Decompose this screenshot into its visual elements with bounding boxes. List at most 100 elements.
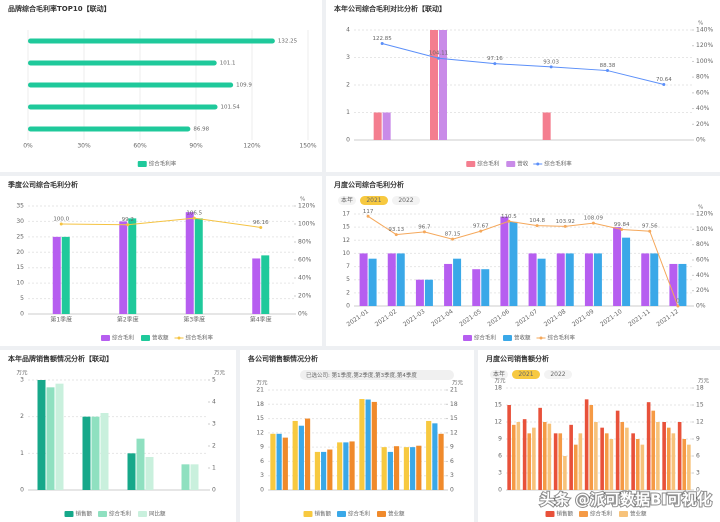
tab-label[interactable]: 2021	[518, 371, 533, 378]
x-tick-label: 0%	[23, 143, 33, 150]
legend-swatch	[98, 511, 107, 517]
bar	[635, 439, 640, 490]
y-tick-label: 1	[20, 450, 24, 457]
y2-tick-label: 9	[450, 444, 454, 451]
legend-label[interactable]: 综合毛利	[477, 160, 499, 168]
y-tick-label: 0	[260, 487, 264, 494]
bar	[37, 380, 46, 490]
value-label: 100.0	[53, 217, 69, 223]
legend-label[interactable]: 综合毛利率	[186, 334, 214, 342]
y2-tick-label: 120%	[696, 42, 713, 49]
bar	[558, 433, 563, 490]
bar	[28, 126, 191, 132]
legend-swatch	[137, 161, 147, 167]
bar	[28, 82, 234, 88]
bar	[669, 263, 678, 306]
y-tick-label: 2	[346, 289, 350, 296]
legend-label[interactable]: 综合毛利	[109, 510, 131, 518]
y2-tick-label: 100%	[696, 58, 713, 65]
bar	[593, 253, 602, 306]
y-tick-label: 5	[346, 276, 350, 283]
y-tick-label: 15	[494, 402, 502, 409]
y2-tick-label: 18	[450, 401, 458, 408]
bar	[682, 439, 687, 490]
y2-tick-label: 0%	[696, 137, 706, 144]
y2-axis-label: 万元	[698, 378, 710, 385]
bar	[677, 422, 682, 490]
tab[interactable]	[544, 370, 572, 379]
legend-label[interactable]: 销售额	[557, 510, 574, 518]
y2-axis-label: %	[698, 205, 703, 211]
tab[interactable]	[360, 196, 388, 205]
tab-label[interactable]: 2022	[550, 371, 565, 378]
value-label: 99.2	[122, 217, 134, 223]
bar	[381, 447, 387, 490]
bar	[337, 442, 343, 490]
tab-label[interactable]: 2021	[366, 197, 381, 204]
legend-swatch	[303, 511, 313, 517]
line-point	[479, 229, 483, 233]
bar	[91, 416, 100, 490]
panel-title: 本年品牌销售额情况分析【联动】	[7, 354, 113, 363]
bar	[28, 38, 275, 44]
line-point	[620, 227, 624, 231]
line-point	[192, 216, 196, 220]
tab[interactable]	[512, 370, 540, 379]
legend-label[interactable]: 销售额	[315, 510, 332, 518]
legend-label[interactable]: 综合毛利率	[544, 160, 572, 168]
legend-label[interactable]: 营业额	[630, 510, 647, 518]
bar	[261, 255, 270, 314]
legend-label[interactable]: 综合毛利率	[149, 160, 177, 168]
legend-label[interactable]: 综合毛利	[474, 334, 496, 342]
tab[interactable]	[490, 370, 508, 379]
y-tick-label: 0	[20, 487, 24, 494]
bar	[565, 253, 574, 306]
y-tick-label: 2	[346, 82, 350, 89]
bar	[382, 112, 391, 140]
y2-tick-label: 3	[450, 472, 454, 479]
legend-label[interactable]: 综合毛利	[348, 510, 370, 518]
legend-swatch	[545, 511, 555, 517]
legend-label[interactable]: 营收额	[152, 334, 169, 342]
legend-label[interactable]: 销售额	[76, 510, 93, 518]
tab[interactable]	[338, 196, 356, 205]
legend-swatch	[506, 161, 516, 167]
bar	[444, 263, 453, 306]
legend-label[interactable]: 综合毛利率	[548, 334, 576, 342]
y2-tick-label: 100%	[696, 226, 713, 233]
tab-label[interactable]: 本年	[341, 196, 353, 204]
tab-label[interactable]: 2022	[398, 197, 413, 204]
y2-tick-label: 9	[696, 436, 700, 443]
y2-tick-label: 40%	[696, 272, 710, 279]
legend-label[interactable]: 同比额	[149, 510, 166, 518]
bar	[453, 258, 462, 306]
bar	[368, 258, 377, 306]
legend-label[interactable]: 综合毛利	[590, 510, 612, 518]
bar	[100, 413, 109, 490]
bar	[511, 424, 516, 490]
tab[interactable]	[392, 196, 420, 205]
legend-label[interactable]: 营收	[517, 160, 529, 168]
bar	[631, 433, 635, 490]
bar	[55, 383, 64, 490]
legend-label[interactable]: 综合毛利	[112, 334, 134, 342]
line-point	[126, 223, 130, 227]
y-tick-label: 30	[16, 218, 24, 225]
legend-label[interactable]: 营业额	[388, 510, 405, 518]
y2-tick-label: 4	[212, 399, 216, 406]
line-point	[606, 69, 609, 73]
y2-tick-label: 18	[696, 385, 704, 392]
y-tick-label: 18	[494, 385, 502, 392]
y2-tick-label: 0	[450, 487, 454, 494]
bar	[578, 433, 583, 490]
legend-label[interactable]: 营收额	[514, 334, 531, 342]
y2-tick-label: 60%	[696, 89, 710, 96]
bar	[678, 263, 687, 306]
y-tick-label: 3	[20, 377, 24, 384]
tab-label[interactable]: 本年	[493, 370, 505, 378]
line-point	[394, 233, 398, 237]
filter-box[interactable]	[300, 370, 454, 380]
value-label: 132.25	[278, 39, 298, 45]
line-point	[437, 56, 440, 60]
y2-tick-label: 20%	[298, 293, 312, 300]
